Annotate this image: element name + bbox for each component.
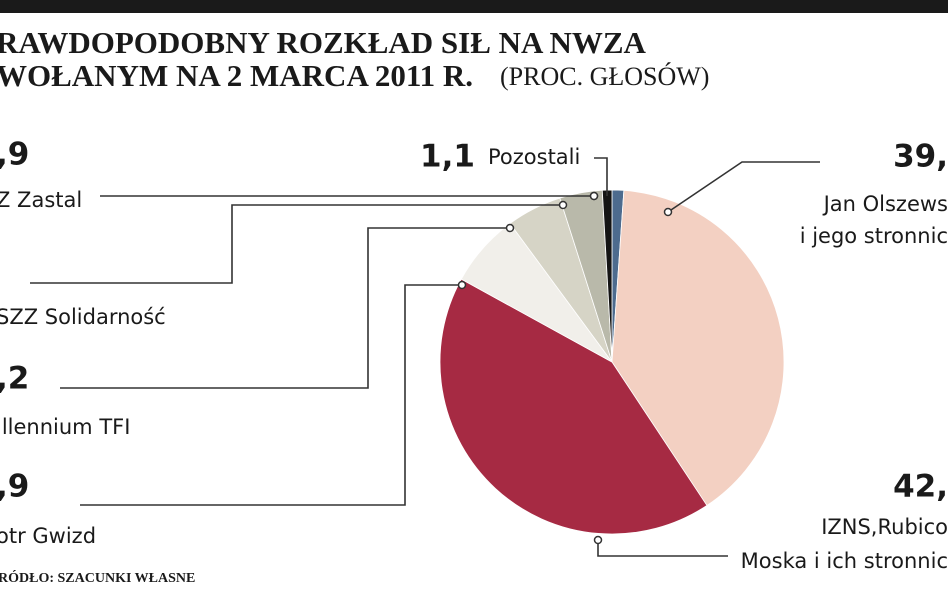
value-label: ,2 xyxy=(0,361,29,397)
leader-line xyxy=(80,284,462,506)
slice-label: Z Zastal xyxy=(0,188,82,212)
value-label: ,9 xyxy=(0,469,29,505)
leader-dot xyxy=(589,191,599,201)
leader-dot xyxy=(593,535,603,545)
leader-dot xyxy=(505,223,515,233)
leader-line xyxy=(594,157,608,196)
slice-label: SZZ Solidarność xyxy=(0,305,166,329)
leader-line xyxy=(60,227,510,389)
value-label: 39, xyxy=(893,139,948,175)
leader-line xyxy=(667,161,820,213)
leader-dot xyxy=(457,280,467,290)
top-bar xyxy=(0,0,948,13)
subtitle: (PROC. GŁOSÓW) xyxy=(500,62,709,91)
slice-label: Jan Olszews xyxy=(822,192,948,216)
title-line: RAWDOPODOBNY ROZKŁAD SIŁ NA NWZA xyxy=(0,25,647,60)
slice-label: otr Gwizd xyxy=(0,524,96,548)
value-label: ,9 xyxy=(0,137,29,173)
leader-line xyxy=(597,540,728,557)
leader-line xyxy=(30,204,563,284)
slice-label: Pozostali xyxy=(488,145,580,169)
value-label: 42, xyxy=(893,469,948,505)
leader-dot xyxy=(558,200,568,210)
source: RÓDŁO: SZACUNKI WŁASNE xyxy=(0,569,195,586)
slice-label: Moska i ich stronnic xyxy=(741,549,948,573)
pie-slice xyxy=(439,278,708,535)
title-line: WOŁANYM NA 2 MARCA 2011 R. xyxy=(0,58,473,93)
value-label: 1,1 xyxy=(420,139,475,175)
slice-label: i jego stronnic xyxy=(800,224,948,248)
leader-dot xyxy=(663,207,673,217)
slice-label: illennium TFI xyxy=(0,415,130,439)
slice-label: IZNS,Rubico xyxy=(821,515,948,539)
